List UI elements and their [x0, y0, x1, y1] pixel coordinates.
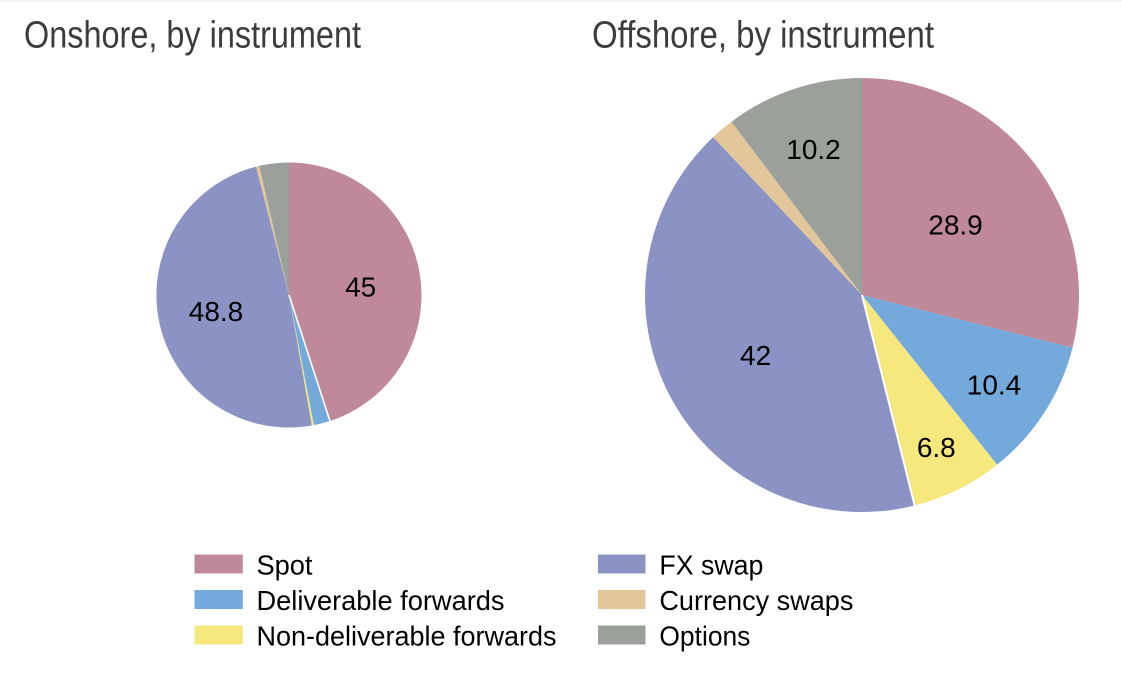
svg-text:Currency swaps: Currency swaps [659, 585, 853, 616]
svg-text:Deliverable forwards: Deliverable forwards [257, 585, 505, 616]
svg-text:45: 45 [345, 272, 376, 303]
svg-text:10.4: 10.4 [967, 370, 1022, 401]
svg-text:48.8: 48.8 [189, 296, 244, 327]
svg-text:10.2: 10.2 [786, 134, 841, 165]
svg-text:42: 42 [740, 340, 771, 371]
svg-text:6.8: 6.8 [917, 432, 956, 463]
svg-text:Non-deliverable forwards: Non-deliverable forwards [257, 621, 557, 652]
svg-text:Onshore, by instrument: Onshore, by instrument [24, 15, 361, 57]
svg-text:Spot: Spot [257, 550, 313, 581]
svg-text:28.9: 28.9 [928, 210, 983, 241]
svg-text:Options: Options [659, 621, 750, 652]
svg-text:FX swap: FX swap [659, 550, 763, 581]
svg-text:Offshore, by instrument: Offshore, by instrument [592, 15, 934, 57]
